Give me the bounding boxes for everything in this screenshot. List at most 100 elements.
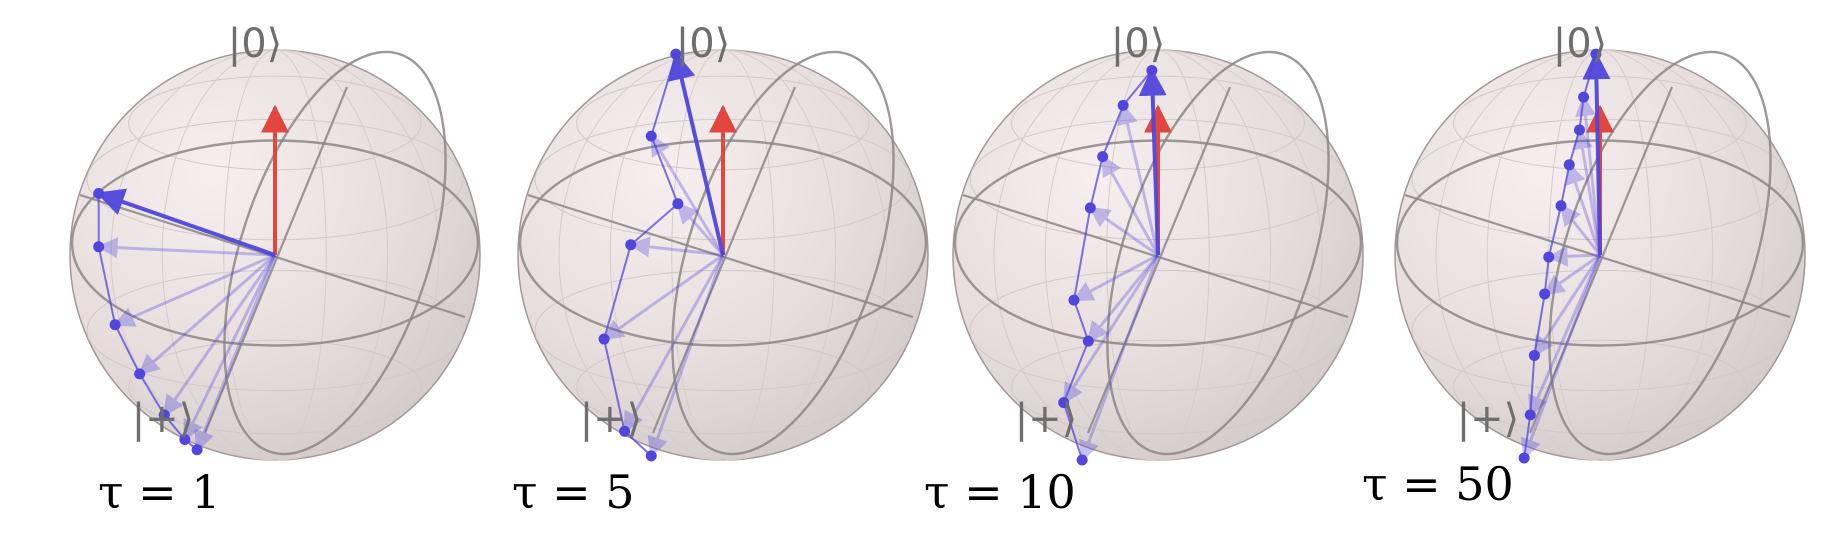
state-vector (1117, 103, 1160, 256)
state-vector (676, 202, 725, 256)
tau-label: τ = 10 (924, 465, 1076, 519)
trajectory-curve (1062, 69, 1153, 461)
latitude-ring (969, 269, 1347, 392)
state-vectors (1062, 67, 1167, 462)
trajectory-point (93, 188, 105, 199)
state-vector (623, 254, 725, 434)
state-vector (1572, 127, 1602, 256)
north-pole-label: |0⟩ (1553, 21, 1608, 67)
trajectory-point (1117, 99, 1129, 111)
state-vector (1072, 253, 1159, 302)
trajectory-point (191, 444, 203, 456)
trajectory-point (1146, 65, 1158, 76)
trajectory-point (109, 319, 121, 331)
state-vector (96, 237, 276, 259)
trajectory-point (1084, 202, 1096, 214)
plus-state-label: |+⟩ (132, 396, 195, 442)
longitude-ring (993, 49, 1323, 461)
x-axis-line (1404, 193, 1791, 319)
state-vector (1533, 254, 1602, 358)
state-vector (1565, 162, 1602, 256)
y-axis-line (1086, 86, 1232, 434)
meridian-circle (223, 50, 447, 456)
trajectory-point (619, 425, 631, 437)
bloch-panel-4: |0⟩ |+⟩ τ = 50 (1362, 21, 1806, 511)
north-pole-label: |0⟩ (1111, 21, 1166, 67)
trajectory-point (1082, 335, 1094, 347)
latitude-ring (534, 269, 912, 392)
trajectory-point (1539, 288, 1551, 300)
trajectory-curve (1523, 53, 1597, 459)
plus-state-label: |+⟩ (1457, 396, 1520, 442)
state-vector (667, 51, 725, 256)
trajectory-point (1076, 454, 1088, 466)
state-vector (1542, 253, 1601, 296)
state-vector (1086, 254, 1160, 343)
trajectory-point (93, 241, 105, 253)
trajectory-point (645, 130, 657, 142)
state-vector (1575, 95, 1602, 256)
state-vector (1528, 254, 1602, 417)
tau-label: τ = 50 (1362, 457, 1514, 511)
trajectory-point (1528, 349, 1540, 361)
state-vectors (602, 51, 725, 458)
state-vector (1582, 51, 1611, 256)
state-vector (628, 236, 724, 258)
state-vector (1101, 154, 1160, 256)
trajectory-point (625, 239, 637, 251)
state-vector (1559, 204, 1602, 256)
state-vector (183, 254, 277, 442)
trajectory-point (670, 48, 682, 60)
bloch-panel-1: |0⟩ |+⟩ τ = 1 (69, 21, 481, 519)
state-vector (1138, 67, 1167, 256)
state-vector (96, 188, 276, 257)
plus-state-label: |+⟩ (580, 396, 643, 442)
tau-label: τ = 1 (98, 465, 221, 519)
latitude-grid (534, 49, 912, 461)
state-vector (138, 253, 276, 376)
trajectory-point (672, 198, 684, 210)
plus-state-label: |+⟩ (1015, 396, 1078, 442)
trajectory-point (158, 409, 170, 421)
trajectory-point (645, 450, 657, 462)
trajectory-point (1590, 48, 1602, 60)
state-vector (1546, 245, 1601, 267)
trajectory-point (1555, 200, 1567, 212)
state-vectors (96, 188, 277, 452)
state-vector (1062, 254, 1160, 405)
latitude-ring (86, 269, 464, 392)
trajectory-point (1574, 124, 1585, 136)
meridian-circle (1106, 50, 1330, 456)
trajectory-point (179, 434, 191, 445)
state-vector (1078, 254, 1160, 462)
trajectory-point (598, 333, 610, 345)
north-pole-label: |0⟩ (228, 21, 283, 67)
x-axis-line (962, 193, 1349, 319)
longitude-ring (1435, 49, 1765, 461)
state-vector (1520, 254, 1602, 460)
state-vector (602, 253, 724, 341)
latitude-ring (1011, 339, 1305, 435)
trajectory-point (134, 368, 146, 380)
y-axis-line (1528, 86, 1674, 434)
trajectory-point (1543, 251, 1555, 263)
tau-label: τ = 5 (512, 465, 635, 519)
state-vector (113, 253, 276, 327)
panels-layer: |0⟩ |+⟩ τ = 1 |0⟩ |+⟩ τ = 5 |0⟩ |+⟩ τ = 10 |0⟩ |+⟩… (69, 21, 1806, 519)
state-vector (1088, 206, 1159, 257)
state-vector (163, 254, 277, 417)
trajectory-point (1563, 159, 1575, 171)
trajectory-point (1058, 397, 1070, 409)
latitude-ring (1411, 269, 1789, 392)
latitude-ring (1453, 339, 1747, 435)
trajectory-point (1524, 409, 1536, 421)
longitude-ring (558, 49, 888, 461)
state-vector (647, 254, 725, 458)
bloch-panel-3: |0⟩ |+⟩ τ = 10 (924, 21, 1364, 519)
north-pole-label: |0⟩ (676, 21, 731, 67)
state-vector (194, 254, 277, 452)
x-axis-line (527, 193, 914, 319)
y-axis-line (651, 86, 797, 434)
state-vectors (1520, 51, 1611, 460)
